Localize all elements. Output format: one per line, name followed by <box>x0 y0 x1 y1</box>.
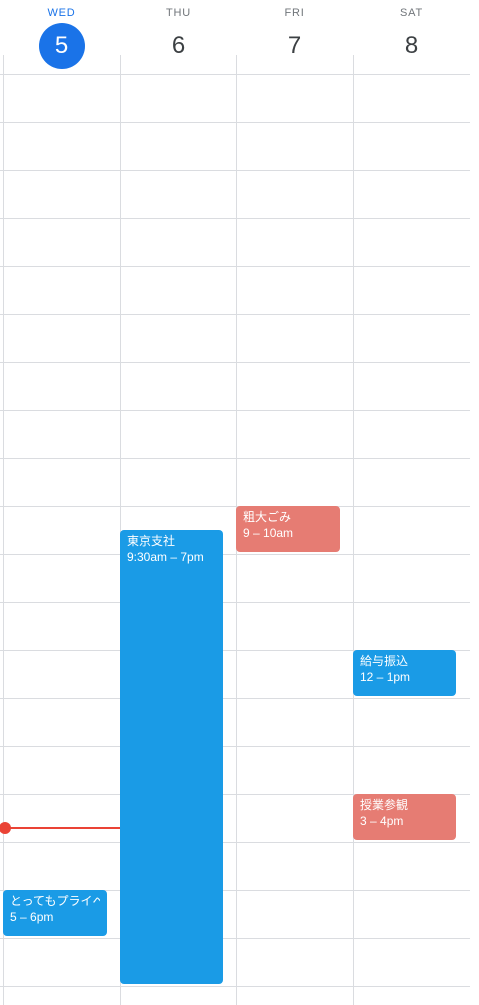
event-sat-class-visit[interactable]: 授業参観 3 – 4pm <box>353 794 456 840</box>
event-time: 3 – 4pm <box>360 814 404 828</box>
hour-line <box>0 122 470 123</box>
hour-line <box>0 218 470 219</box>
current-time-line <box>4 827 120 829</box>
hour-line <box>0 170 470 171</box>
event-time: 12 – 1pm <box>360 670 411 684</box>
hour-line <box>0 266 470 267</box>
hour-line <box>0 410 470 411</box>
event-title: とってもプライベ <box>10 894 100 908</box>
event-time: 9:30am – 7pm <box>127 550 204 564</box>
hour-line <box>0 362 470 363</box>
day-header-wed[interactable]: WED 5 <box>3 0 120 72</box>
hour-line <box>0 890 470 891</box>
hour-line <box>0 602 470 603</box>
hour-line <box>0 554 470 555</box>
today-date-badge[interactable]: 5 <box>38 23 85 69</box>
event-title: 給与振込 <box>360 654 409 668</box>
event-time: 5 – 6pm <box>10 910 54 924</box>
hour-line <box>0 458 470 459</box>
current-time-dot <box>0 822 11 834</box>
hour-line <box>0 698 470 699</box>
date-number[interactable]: 6 <box>171 32 186 59</box>
day-header-thu[interactable]: THU 6 <box>120 0 237 72</box>
hour-line <box>0 314 470 315</box>
event-title: 授業参観 <box>360 798 409 812</box>
hour-line <box>0 842 470 843</box>
event-wed-private[interactable]: とってもプライベ 5 – 6pm <box>3 890 107 936</box>
event-time: 9 – 10am <box>243 526 294 540</box>
day-of-week-label: THU <box>165 7 191 19</box>
day-of-week-label: SAT <box>400 7 423 19</box>
event-title: 粗大ごみ <box>243 510 292 524</box>
hour-line <box>0 938 470 939</box>
day-header-fri[interactable]: FRI 7 <box>236 0 353 72</box>
hour-line <box>0 74 470 75</box>
hour-line <box>0 794 470 795</box>
hour-line <box>0 650 470 651</box>
event-title: 東京支社 <box>127 534 176 548</box>
date-number[interactable]: 8 <box>404 32 419 59</box>
hour-line <box>0 506 470 507</box>
day-of-week-label: WED <box>47 7 76 19</box>
event-sat-salary[interactable]: 給与振込 12 – 1pm <box>353 650 456 696</box>
day-column-divider <box>353 55 354 1005</box>
event-fri-garbage[interactable]: 粗大ごみ 9 – 10am <box>236 506 340 552</box>
hour-line <box>0 746 470 747</box>
event-thu-tokyo-office[interactable]: 東京支社 9:30am – 7pm <box>120 530 223 984</box>
date-number[interactable]: 7 <box>287 32 302 59</box>
day-column-divider <box>3 55 4 1005</box>
hour-line <box>0 986 470 987</box>
day-header-sat[interactable]: SAT 8 <box>353 0 470 72</box>
day-of-week-label: FRI <box>284 7 305 19</box>
